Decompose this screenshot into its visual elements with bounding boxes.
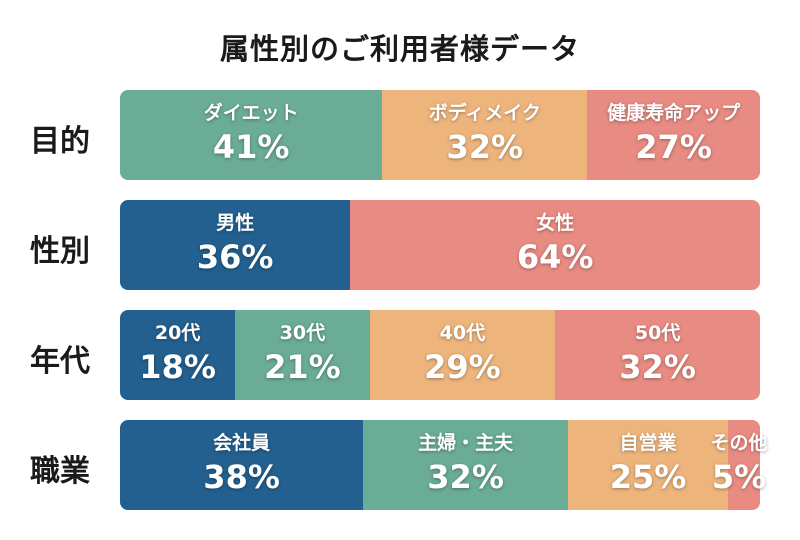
segment-value: 21%: [264, 348, 341, 386]
segment-value: 32%: [446, 128, 524, 166]
bar-segment: [120, 200, 350, 290]
segment-labels: 20代 18% 30代 21% 40代 29% 50代 32%: [120, 310, 760, 400]
segment-name: ボディメイク: [428, 102, 541, 124]
segment-value: 5%: [711, 458, 767, 496]
bar-segment: [235, 310, 370, 400]
row-label: 性別: [30, 234, 90, 269]
row-label: 職業: [30, 454, 90, 489]
segment-name: 健康寿命アップ: [607, 102, 741, 124]
segment-name: 女性: [536, 212, 575, 234]
segment-name: その他: [710, 432, 768, 454]
segment-value: 32%: [427, 458, 504, 496]
segment-value: 27%: [635, 128, 712, 166]
bar-segment: [555, 310, 760, 400]
bar-segment: [382, 90, 587, 180]
bar-segment: [587, 90, 760, 180]
segment-name: 男性: [216, 212, 255, 234]
segment-value: 32%: [619, 348, 696, 386]
bar-segment: [120, 90, 382, 180]
segment-value: 18%: [139, 348, 216, 386]
bar-segment: [120, 310, 235, 400]
stacked-bar: [120, 90, 760, 180]
segment-name: 30代: [279, 322, 326, 344]
stacked-bar: [120, 310, 760, 400]
segment-value: 29%: [424, 348, 501, 386]
segment-name: 会社員: [213, 432, 271, 454]
segment-labels: ダイエット 41% ボディメイク 32% 健康寿命アップ 27%: [120, 90, 760, 180]
segment-name: ダイエット: [203, 102, 299, 124]
segment-labels: 男性 36% 女性 64%: [120, 200, 760, 290]
chart-title: 属性別のご利用者様データ: [219, 32, 580, 66]
stacked-bar: [120, 200, 760, 290]
bar-segment: [363, 420, 568, 510]
bar-segment: [350, 200, 760, 290]
segment-value: 38%: [203, 458, 280, 496]
stacked-bar: [120, 420, 760, 510]
row-label: 目的: [30, 124, 90, 159]
bar-segment: [370, 310, 555, 400]
bar-segment: [568, 420, 728, 510]
segment-value: 41%: [212, 128, 290, 166]
segment-value: 25%: [609, 458, 687, 496]
segment-name: 主婦・主夫: [418, 432, 514, 454]
segment-name: 20代: [154, 322, 201, 344]
row-label: 年代: [30, 344, 90, 379]
segment-name: 50代: [634, 322, 681, 344]
bar-segment: [728, 420, 760, 510]
segment-value: 64%: [516, 238, 594, 276]
segment-name: 40代: [439, 322, 486, 344]
bar-segment: [120, 420, 363, 510]
segment-value: 36%: [196, 238, 274, 276]
segment-name: 自営業: [619, 432, 677, 454]
segment-labels: 会社員 38% 主婦・主夫 32% 自営業 25% その他 5%: [120, 420, 767, 510]
